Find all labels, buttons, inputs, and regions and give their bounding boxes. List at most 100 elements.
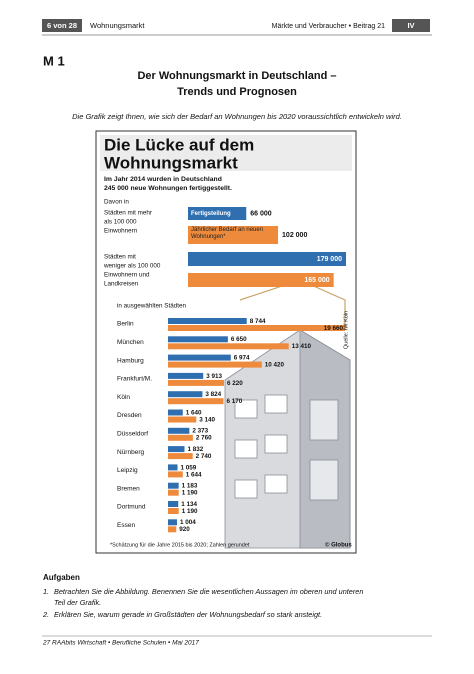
task-list: 1. Betrachten Sie die Abbildung. Benennen… bbox=[42, 587, 363, 619]
value-label: 2 373 bbox=[192, 428, 208, 435]
bar bbox=[168, 519, 178, 526]
value-label: 1 644 bbox=[186, 471, 202, 478]
city-label: Frankfurt/M. bbox=[117, 376, 152, 383]
task-text: Teil der Grafik. bbox=[54, 598, 101, 607]
group-label: Einwohnern bbox=[104, 228, 138, 235]
city-label: München bbox=[117, 339, 144, 346]
value-label: 2 760 bbox=[196, 435, 212, 442]
value-label: 1 640 bbox=[186, 409, 202, 416]
infographic-title-band bbox=[100, 135, 352, 171]
part-number: IV bbox=[407, 21, 414, 30]
value-label: 10 420 bbox=[265, 361, 285, 368]
bar bbox=[188, 207, 247, 220]
city-label: Köln bbox=[117, 394, 130, 401]
value-label: 6 974 bbox=[234, 354, 250, 361]
bar bbox=[168, 446, 185, 453]
value-label: 66 000 bbox=[250, 210, 272, 217]
davon-label: Davon in bbox=[104, 199, 129, 206]
header-topic: Wohnungsmarkt bbox=[90, 21, 145, 30]
value-label: 1 059 bbox=[181, 464, 197, 471]
group-label: weniger als 100 000 bbox=[103, 263, 161, 270]
city-label: Dresden bbox=[117, 412, 142, 419]
city-label: Nürnberg bbox=[117, 449, 144, 456]
bar bbox=[188, 226, 279, 244]
title-line: Der Wohnungsmarkt in Deutschland – bbox=[137, 70, 336, 82]
bar bbox=[168, 489, 179, 496]
city-label: Leipzig bbox=[117, 467, 138, 474]
value-label: 19 660 bbox=[324, 325, 344, 332]
value-label: 13 410 bbox=[292, 343, 312, 350]
value-label: 165 000 bbox=[304, 277, 329, 284]
copyright: © Globus bbox=[325, 542, 352, 549]
bar bbox=[168, 526, 177, 533]
bar bbox=[168, 508, 179, 514]
bar bbox=[168, 471, 183, 478]
group-label: Landkreisen bbox=[104, 281, 139, 288]
page-badge bbox=[42, 19, 82, 32]
value-label: 1 004 bbox=[180, 519, 196, 526]
bar bbox=[168, 361, 262, 368]
building-illustration bbox=[224, 279, 351, 549]
value-label: 1 183 bbox=[182, 483, 198, 490]
task-number: 1. bbox=[43, 587, 49, 596]
page-number: 6 von 28 bbox=[47, 21, 77, 30]
city-label: Berlin bbox=[117, 321, 134, 328]
part-badge bbox=[392, 19, 430, 32]
bar bbox=[168, 343, 289, 350]
title-line: Trends und Prognosen bbox=[177, 86, 297, 98]
value-label: 1 190 bbox=[182, 508, 198, 515]
infographic-subtitle: 245 000 neue Wohnungen fertiggestellt. bbox=[104, 185, 232, 192]
bar bbox=[168, 391, 203, 398]
infographic-subtitle: Im Jahr 2014 wurden in Deutschland bbox=[104, 176, 222, 183]
city-label: Essen bbox=[117, 522, 135, 529]
value-label: 179 000 bbox=[317, 256, 342, 263]
bar bbox=[168, 354, 231, 361]
source: Quelle: IW Köln bbox=[343, 311, 349, 349]
cities-heading: in ausgewählten Städten bbox=[117, 303, 186, 310]
group-label: Städten mit bbox=[104, 254, 136, 261]
bar bbox=[168, 372, 204, 379]
group-label: Einwohnern und bbox=[104, 272, 150, 279]
value-label: 2 740 bbox=[196, 453, 212, 460]
task-text: Betrachten Sie die Abbildung. Benennen S… bbox=[54, 587, 363, 596]
city-label: Dortmund bbox=[117, 504, 146, 511]
bar bbox=[168, 501, 179, 507]
city-label: Bremen bbox=[117, 485, 140, 492]
bar bbox=[168, 482, 179, 489]
value-label: 1 134 bbox=[181, 501, 197, 508]
task-text: Erklären Sie, warum gerade in Großstädte… bbox=[54, 610, 322, 619]
city-label: Düsseldorf bbox=[117, 431, 148, 438]
value-label: 1 190 bbox=[182, 490, 198, 497]
bar bbox=[168, 427, 190, 434]
legend-label: Jährlicher Bedarf an neuen Wohnungen* bbox=[191, 227, 264, 240]
group-label: als 100 000 bbox=[104, 219, 137, 226]
header-series: Märkte und Verbraucher • Beitrag 21 bbox=[272, 23, 385, 30]
bar bbox=[188, 252, 346, 266]
value-label: 3 913 bbox=[206, 373, 222, 380]
intro: Die Grafik zeigt Ihnen, wie sich der Bed… bbox=[72, 112, 402, 121]
value-label: 6 220 bbox=[227, 380, 243, 387]
bar bbox=[168, 318, 247, 324]
legend-label: Fertigsteilung bbox=[191, 211, 231, 217]
value-label: 3 140 bbox=[199, 416, 215, 423]
footer: 27 RAAbits Wirtschaft • Berufliche Schul… bbox=[42, 640, 199, 647]
group-label: Städten mit mehr bbox=[104, 210, 152, 217]
tasks-heading: Aufgaben bbox=[43, 573, 80, 582]
bar bbox=[168, 416, 197, 423]
value-label: 6 170 bbox=[227, 398, 243, 405]
material-label: M 1 bbox=[43, 53, 65, 68]
infographic-title: Wohnungsmarkt bbox=[104, 153, 238, 172]
value-label: 1 832 bbox=[187, 446, 203, 453]
city-label: Hamburg bbox=[117, 357, 144, 364]
footnote: *Schätzung für die Jahre 2015 bis 2020; … bbox=[110, 542, 250, 548]
bar bbox=[168, 453, 193, 460]
infographic-title: Die Lücke auf dem bbox=[104, 135, 254, 154]
value-label: 102 000 bbox=[282, 232, 307, 239]
bar bbox=[168, 379, 224, 386]
bar bbox=[168, 325, 345, 331]
value-label: 6 650 bbox=[231, 336, 247, 343]
